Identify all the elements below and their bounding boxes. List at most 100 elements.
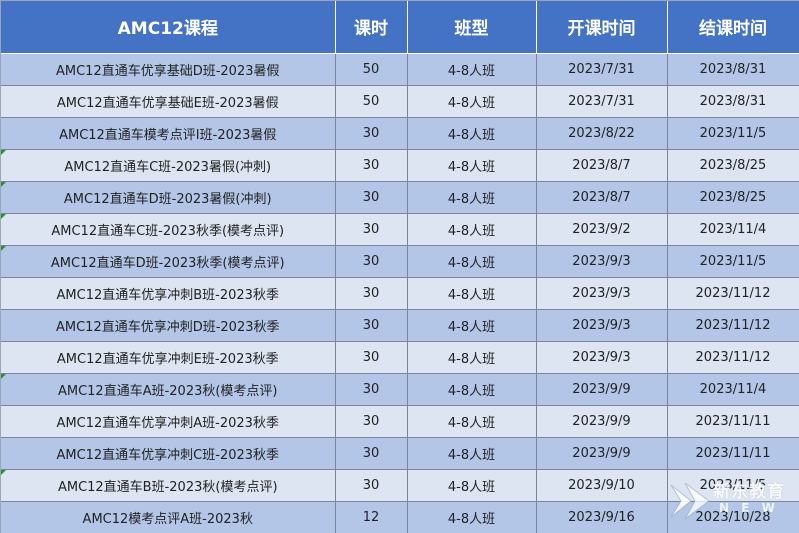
cell-start-date[interactable]: 2023/9/3 bbox=[536, 277, 668, 310]
cell-end-date[interactable]: 2023/11/5 bbox=[667, 469, 799, 502]
table-row: AMC12直通车优享冲刺B班-2023秋季 30 4-8人班 2023/9/3 2023… bbox=[1, 277, 799, 310]
cell-class-type[interactable]: 4-8人班 bbox=[407, 501, 537, 533]
course-name-text: AMC12直通车模考点评I班-2023暑假 bbox=[59, 127, 277, 143]
cell-start-date[interactable]: 2023/8/7 bbox=[536, 181, 668, 214]
cell-course[interactable]: AMC12直通车优享基础E班-2023暑假 bbox=[1, 85, 336, 118]
cell-course[interactable]: AMC12直通车D班-2023秋季(模考点评) bbox=[1, 245, 336, 278]
cell-end-date[interactable]: 2023/10/28 bbox=[667, 501, 799, 533]
cell-start-date[interactable]: 2023/8/7 bbox=[536, 149, 668, 182]
cell-class-type[interactable]: 4-8人班 bbox=[407, 213, 537, 246]
table-row: AMC12直通车优享冲刺A班-2023秋季 30 4-8人班 2023/9/9 2023… bbox=[1, 405, 799, 438]
table-row: AMC12直通车优享冲刺C班-2023秋季 30 4-8人班 2023/9/9 2023… bbox=[1, 437, 799, 470]
course-name-text: AMC12直通车A班-2023秋(模考点评) bbox=[57, 383, 278, 399]
course-name-text: AMC12直通车优享基础E班-2023暑假 bbox=[56, 95, 279, 111]
cell-end-date[interactable]: 2023/11/11 bbox=[667, 437, 799, 470]
cell-start-date[interactable]: 2023/9/3 bbox=[536, 309, 668, 342]
cell-end-date[interactable]: 2023/8/25 bbox=[667, 149, 799, 182]
cell-course[interactable]: AMC12直通车优享冲刺D班-2023秋季 bbox=[1, 309, 336, 342]
cell-class-type[interactable]: 4-8人班 bbox=[407, 437, 537, 470]
table-row: AMC12直通车优享冲刺D班-2023秋季 30 4-8人班 2023/9/3 2023… bbox=[1, 309, 799, 342]
table-row: AMC12直通车优享基础E班-2023暑假 50 4-8人班 2023/7/31 202… bbox=[1, 85, 799, 118]
cell-start-date[interactable]: 2023/9/9 bbox=[536, 437, 668, 470]
cell-end-date[interactable]: 2023/11/4 bbox=[667, 213, 799, 246]
cell-hours[interactable]: 30 bbox=[335, 469, 408, 502]
comment-marker-icon bbox=[1, 149, 6, 155]
cell-class-type[interactable]: 4-8人班 bbox=[407, 405, 537, 438]
cell-course[interactable]: AMC12直通车C班-2023暑假(冲刺) bbox=[1, 149, 336, 182]
cell-hours[interactable]: 30 bbox=[335, 181, 408, 214]
cell-class-type[interactable]: 4-8人班 bbox=[407, 469, 537, 502]
cell-course[interactable]: AMC12直通车优享冲刺B班-2023秋季 bbox=[1, 277, 336, 310]
header-end-date[interactable]: 结课时间 bbox=[667, 1, 799, 54]
cell-course[interactable]: AMC12直通车优享冲刺A班-2023秋季 bbox=[1, 405, 336, 438]
cell-start-date[interactable]: 2023/9/16 bbox=[536, 501, 668, 533]
cell-course[interactable]: AMC12直通车D班-2023暑假(冲刺) bbox=[1, 181, 336, 214]
cell-hours[interactable]: 30 bbox=[335, 373, 408, 406]
cell-end-date[interactable]: 2023/11/12 bbox=[667, 309, 799, 342]
table-row: AMC12模考点评A班-2023秋 12 4-8人班 2023/9/16 2023/10… bbox=[1, 501, 799, 533]
cell-course[interactable]: AMC12直通车B班-2023秋(模考点评) bbox=[1, 469, 336, 502]
cell-course[interactable]: AMC12直通车A班-2023秋(模考点评) bbox=[1, 373, 336, 406]
cell-end-date[interactable]: 2023/11/5 bbox=[667, 245, 799, 278]
cell-hours[interactable]: 30 bbox=[335, 341, 408, 374]
header-start-date[interactable]: 开课时间 bbox=[536, 1, 668, 54]
cell-start-date[interactable]: 2023/9/2 bbox=[536, 213, 668, 246]
course-name-text: AMC12直通车D班-2023秋季(模考点评) bbox=[50, 255, 285, 271]
course-name-text: AMC12直通车B班-2023秋(模考点评) bbox=[57, 479, 278, 495]
cell-class-type[interactable]: 4-8人班 bbox=[407, 373, 537, 406]
header-row: AMC12课程 课时 班型 开课时间 结课时间 bbox=[1, 1, 799, 54]
cell-start-date[interactable]: 2023/9/3 bbox=[536, 341, 668, 374]
header-class-type[interactable]: 班型 bbox=[407, 1, 537, 54]
header-course[interactable]: AMC12课程 bbox=[1, 1, 336, 54]
cell-hours[interactable]: 30 bbox=[335, 277, 408, 310]
cell-hours[interactable]: 30 bbox=[335, 309, 408, 342]
cell-class-type[interactable]: 4-8人班 bbox=[407, 245, 537, 278]
cell-course[interactable]: AMC12直通车优享冲刺C班-2023秋季 bbox=[1, 437, 336, 470]
cell-hours[interactable]: 30 bbox=[335, 213, 408, 246]
cell-course[interactable]: AMC12直通车优享基础D班-2023暑假 bbox=[1, 53, 336, 86]
cell-hours[interactable]: 50 bbox=[335, 53, 408, 86]
header-hours[interactable]: 课时 bbox=[335, 1, 408, 54]
cell-end-date[interactable]: 2023/11/11 bbox=[667, 405, 799, 438]
cell-class-type[interactable]: 4-8人班 bbox=[407, 277, 537, 310]
cell-course[interactable]: AMC12直通车模考点评I班-2023暑假 bbox=[1, 117, 336, 150]
table-row: AMC12直通车优享冲刺E班-2023秋季 30 4-8人班 2023/9/3 2023… bbox=[1, 341, 799, 374]
cell-start-date[interactable]: 2023/9/10 bbox=[536, 469, 668, 502]
cell-end-date[interactable]: 2023/11/4 bbox=[667, 373, 799, 406]
cell-hours[interactable]: 12 bbox=[335, 501, 408, 533]
cell-end-date[interactable]: 2023/8/25 bbox=[667, 181, 799, 214]
cell-start-date[interactable]: 2023/9/3 bbox=[536, 245, 668, 278]
cell-course[interactable]: AMC12直通车优享冲刺E班-2023秋季 bbox=[1, 341, 336, 374]
cell-class-type[interactable]: 4-8人班 bbox=[407, 181, 537, 214]
cell-hours[interactable]: 30 bbox=[335, 245, 408, 278]
cell-end-date[interactable]: 2023/11/5 bbox=[667, 117, 799, 150]
cell-end-date[interactable]: 2023/8/31 bbox=[667, 85, 799, 118]
cell-course[interactable]: AMC12模考点评A班-2023秋 bbox=[1, 501, 336, 533]
cell-course[interactable]: AMC12直通车C班-2023秋季(模考点评) bbox=[1, 213, 336, 246]
cell-start-date[interactable]: 2023/7/31 bbox=[536, 85, 668, 118]
cell-hours[interactable]: 30 bbox=[335, 149, 408, 182]
cell-start-date[interactable]: 2023/9/9 bbox=[536, 405, 668, 438]
cell-start-date[interactable]: 2023/8/22 bbox=[536, 117, 668, 150]
cell-class-type[interactable]: 4-8人班 bbox=[407, 149, 537, 182]
cell-hours[interactable]: 30 bbox=[335, 117, 408, 150]
cell-class-type[interactable]: 4-8人班 bbox=[407, 341, 537, 374]
course-name-text: AMC12直通车C班-2023暑假(冲刺) bbox=[64, 159, 272, 175]
cell-start-date[interactable]: 2023/9/9 bbox=[536, 373, 668, 406]
cell-class-type[interactable]: 4-8人班 bbox=[407, 85, 537, 118]
cell-class-type[interactable]: 4-8人班 bbox=[407, 53, 537, 86]
comment-marker-icon bbox=[1, 213, 6, 219]
cell-end-date[interactable]: 2023/11/12 bbox=[667, 341, 799, 374]
table-row: AMC12直通车A班-2023秋(模考点评) 30 4-8人班 2023/9/9 202… bbox=[1, 373, 799, 406]
cell-start-date[interactable]: 2023/7/31 bbox=[536, 53, 668, 86]
cell-hours[interactable]: 30 bbox=[335, 437, 408, 470]
cell-class-type[interactable]: 4-8人班 bbox=[407, 309, 537, 342]
cell-end-date[interactable]: 2023/8/31 bbox=[667, 53, 799, 86]
cell-end-date[interactable]: 2023/11/12 bbox=[667, 277, 799, 310]
cell-hours[interactable]: 30 bbox=[335, 405, 408, 438]
cell-class-type[interactable]: 4-8人班 bbox=[407, 117, 537, 150]
cell-hours[interactable]: 50 bbox=[335, 85, 408, 118]
table-row: AMC12直通车D班-2023秋季(模考点评) 30 4-8人班 2023/9/3 20… bbox=[1, 245, 799, 278]
comment-marker-icon bbox=[1, 245, 6, 251]
